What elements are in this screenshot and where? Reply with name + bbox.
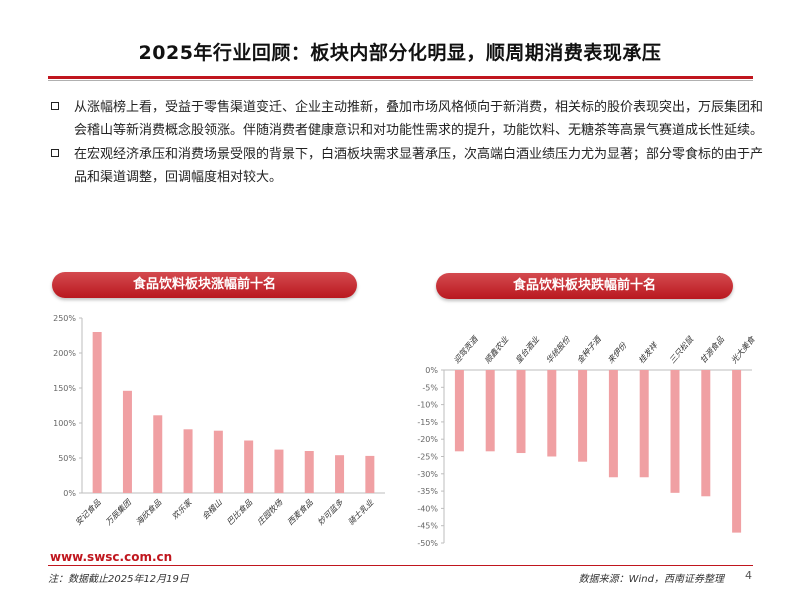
y-tick-label: -50% — [417, 539, 438, 548]
y-tick-label: -45% — [417, 522, 438, 531]
y-tick-label: 200% — [53, 349, 76, 358]
bar — [639, 370, 649, 478]
y-tick-label: -20% — [417, 435, 438, 444]
losers-chart-title: 食品饮料板块跌幅前十名 — [436, 273, 733, 299]
gainers-chart-title: 食品饮料板块涨幅前十名 — [52, 272, 357, 298]
page-number: 4 — [745, 569, 752, 582]
gainers-bar-chart: 0% 50% 100% 150% 200% 250% 安记食品 万辰集团 海欣食品 欢乐家 会稽山巴… — [53, 314, 385, 527]
x-category-label: 海欣食品 — [134, 497, 164, 527]
bar — [365, 455, 375, 493]
bar — [304, 451, 314, 493]
square-bullet-icon — [51, 149, 59, 157]
bullet-text: 从涨幅榜上看，受益于零售渠道变迁、企业主动推新，叠加市场风格倾向于新消费，相关标… — [74, 100, 764, 138]
y-tick-label: 0% — [63, 489, 76, 498]
bar — [92, 332, 102, 493]
x-category-label: 骑士乳业 — [346, 497, 376, 527]
data-cutoff-note: 注：数据截止2025年12月19日 — [48, 574, 189, 585]
y-tick-label: 100% — [53, 419, 76, 428]
x-category-label: 三只松鼠 — [668, 334, 696, 365]
x-category-label: 巴比食品 — [225, 497, 255, 527]
x-category-label: 华统股份 — [544, 334, 572, 365]
bar — [274, 449, 284, 493]
title-underline — [48, 76, 753, 79]
website-url[interactable]: www.swsc.com.cn — [50, 550, 173, 564]
y-tick-label: -35% — [417, 487, 438, 496]
x-category-label: 皇台酒业 — [514, 334, 542, 365]
x-category-label: 万辰集团 — [104, 497, 134, 527]
bullet-text: 在宏观经济承压和消费场景受限的背景下，白酒板块需求显著承压，次高端白酒业绩压力尤… — [74, 147, 764, 185]
y-tick-label: 0% — [425, 366, 438, 375]
bullet-item: 在宏观经济承压和消费场景受限的背景下，白酒板块需求显著承压，次高端白酒业绩压力尤… — [48, 143, 768, 189]
bar — [213, 430, 223, 493]
bar — [244, 440, 254, 493]
x-category-label: 西麦食品 — [286, 497, 316, 527]
x-category-label: 光大美食 — [729, 334, 757, 365]
y-tick-label: -25% — [417, 453, 438, 462]
x-category-label: 安记食品 — [74, 497, 104, 527]
bar — [732, 370, 742, 533]
y-tick-label: 250% — [53, 314, 76, 323]
x-category-label: 顺鑫农业 — [483, 334, 511, 365]
bar — [122, 390, 132, 493]
bar — [578, 370, 588, 462]
bullet-list: 从涨幅榜上看，受益于零售渠道变迁、企业主动推新，叠加市场风格倾向于新消费，相关标… — [48, 96, 768, 190]
title-underline-thin — [48, 80, 753, 81]
x-category-label: 金种子酒 — [575, 333, 604, 365]
y-tick-label: -15% — [417, 418, 438, 427]
y-tick-label: 50% — [58, 454, 76, 463]
bullet-item: 从涨幅榜上看，受益于零售渠道变迁、企业主动推新，叠加市场风格倾向于新消费，相关标… — [48, 96, 768, 142]
bar — [547, 370, 557, 457]
y-tick-label: -10% — [417, 401, 438, 410]
bar — [153, 415, 163, 493]
x-category-label: 欢乐家 — [170, 497, 194, 521]
page-title: 2025年行业回顾：板块内部分化明显，顺周期消费表现承压 — [138, 42, 662, 64]
x-category-label: 会稽山 — [200, 497, 224, 521]
bar — [608, 370, 618, 478]
x-category-label: 迎驾贡酒 — [452, 333, 481, 365]
x-category-label: 妙可蓝多 — [316, 497, 346, 527]
bar — [183, 429, 193, 493]
y-tick-label: -5% — [422, 383, 438, 392]
bar — [516, 370, 526, 454]
bar — [485, 370, 495, 452]
x-category-label: 庄园牧场 — [255, 497, 285, 527]
bar — [701, 370, 711, 497]
losers-bar-chart: 0% -5% -10% -15% -20% -25% -30% -35% -40% -45% -50… — [417, 333, 757, 548]
square-bullet-icon — [51, 102, 59, 110]
y-tick-label: 150% — [53, 384, 76, 393]
bar — [335, 455, 345, 493]
data-source-note: 数据来源：Wind，西南证券整理 — [578, 574, 724, 585]
y-tick-label: -40% — [417, 504, 438, 513]
bar — [454, 370, 464, 452]
x-category-label: 来伊份 — [606, 340, 629, 365]
y-tick-label: -30% — [417, 470, 438, 479]
x-category-label: 甘源食品 — [698, 334, 726, 365]
bar — [670, 370, 680, 493]
x-category-label: 桂发祥 — [637, 340, 660, 365]
footer-divider — [48, 565, 753, 566]
